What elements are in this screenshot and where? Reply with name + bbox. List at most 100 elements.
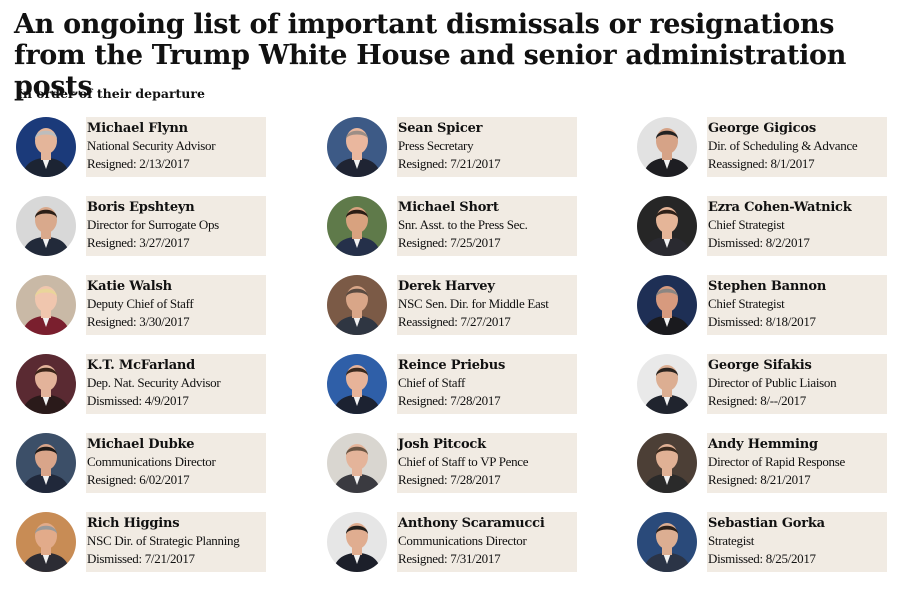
person-role: Chief Strategist [708,217,785,232]
page-subtitle: In order of their departure [17,86,205,101]
person-photo [637,433,697,493]
person-role: Director of Public Liaison [708,375,837,390]
person-role: Dep. Nat. Security Advisor [87,375,221,390]
person-info: George Sifakis Director of Public Liaison… [707,354,887,414]
person-info: Michael Flynn National Security Advisor Re… [86,117,266,177]
person-info: Ezra Cohen-Watnick Chief Strategist Dismis… [707,196,887,256]
person-photo [637,354,697,414]
person-role: Strategist [708,533,755,548]
person-name: K.T. McFarland [87,358,196,373]
person-name: Michael Short [398,200,499,215]
person-info: Sean Spicer Press Secretary Resigned: 7/21… [397,117,577,177]
person-role: NSC Sen. Dir. for Middle East [398,296,549,311]
person-info: Rich Higgins NSC Dir. of Strategic Planni… [86,512,266,572]
person-card: George Gigicos Dir. of Scheduling & Advan… [637,117,907,177]
person-card: George Sifakis Director of Public Liaison… [637,354,907,414]
person-photo [327,196,387,256]
person-name: Reince Priebus [398,358,506,373]
person-name: George Sifakis [708,358,812,373]
person-photo [16,354,76,414]
person-name: Derek Harvey [398,279,495,294]
person-name: Josh Pitcock [398,437,486,452]
person-info: K.T. McFarland Dep. Nat. Security Advisor… [86,354,266,414]
person-status: Dismissed: 8/18/2017 [708,314,816,329]
person-role: Director of Rapid Response [708,454,845,469]
person-name: Michael Flynn [87,121,188,136]
page-title: An ongoing list of important dismissals … [14,9,847,102]
person-status: Reassigned: 8/1/2017 [708,156,815,171]
person-role: Snr. Asst. to the Press Sec. [398,217,528,232]
person-photo [16,512,76,572]
person-photo [327,433,387,493]
person-photo [16,196,76,256]
person-status: Resigned: 8/21/2017 [708,472,811,487]
person-name: Michael Dubke [87,437,195,452]
person-card: Josh Pitcock Chief of Staff to VP Pence Re… [327,433,597,493]
person-photo [327,275,387,335]
person-card: Derek Harvey NSC Sen. Dir. for Middle Eas… [327,275,597,335]
person-role: Deputy Chief of Staff [87,296,194,311]
person-role: National Security Advisor [87,138,216,153]
person-info: Josh Pitcock Chief of Staff to VP Pence Re… [397,433,577,493]
person-role: Communications Director [87,454,216,469]
person-info: Katie Walsh Deputy Chief of Staff Resigned… [86,275,266,335]
person-name: Rich Higgins [87,516,180,531]
person-name: Boris Epshteyn [87,200,195,215]
person-card: Ezra Cohen-Watnick Chief Strategist Dismis… [637,196,907,256]
person-card: K.T. McFarland Dep. Nat. Security Advisor… [16,354,286,414]
person-status: Resigned: 3/30/2017 [87,314,190,329]
person-name: Andy Hemming [708,437,818,452]
person-name: Sean Spicer [398,121,483,136]
person-name: Stephen Bannon [708,279,827,294]
person-photo [637,196,697,256]
person-info: Michael Dubke Communications Director Resi… [86,433,266,493]
person-name: Sebastian Gorka [708,516,825,531]
person-photo [16,275,76,335]
person-status: Resigned: 6/02/2017 [87,472,190,487]
person-role: Director for Surrogate Ops [87,217,219,232]
person-info: Boris Epshteyn Director for Surrogate Ops… [86,196,266,256]
person-card: Andy Hemming Director of Rapid Response Re… [637,433,907,493]
person-name: Ezra Cohen-Watnick [708,200,852,215]
person-info: Andy Hemming Director of Rapid Response Re… [707,433,887,493]
person-card: Michael Dubke Communications Director Resi… [16,433,286,493]
person-card: Sebastian Gorka Strategist Dismissed: 8/25… [637,512,907,572]
person-photo [327,512,387,572]
person-status: Resigned: 7/28/2017 [398,472,501,487]
person-role: Communications Director [398,533,527,548]
person-status: Resigned: 7/21/2017 [398,156,501,171]
person-card: Katie Walsh Deputy Chief of Staff Resigned… [16,275,286,335]
person-status: Dismissed: 4/9/2017 [87,393,189,408]
person-status: Resigned: 8/--/2017 [708,393,806,408]
person-info: Anthony Scaramucci Communications Directo… [397,512,577,572]
person-info: Michael Short Snr. Asst. to the Press Sec… [397,196,577,256]
person-name: George Gigicos [708,121,816,136]
person-card: Sean Spicer Press Secretary Resigned: 7/21… [327,117,597,177]
person-photo [16,117,76,177]
departures-grid: Michael Flynn National Security Advisor Re… [16,117,896,587]
person-card: Boris Epshteyn Director for Surrogate Ops… [16,196,286,256]
person-card: Anthony Scaramucci Communications Directo… [327,512,597,572]
person-role: Dir. of Scheduling & Advance [708,138,858,153]
person-status: Dismissed: 8/2/2017 [708,235,810,250]
person-card: Michael Short Snr. Asst. to the Press Sec… [327,196,597,256]
person-role: Chief of Staff to VP Pence [398,454,529,469]
person-role: Press Secretary [398,138,474,153]
person-info: Derek Harvey NSC Sen. Dir. for Middle Eas… [397,275,577,335]
person-status: Dismissed: 7/21/2017 [87,551,195,566]
person-card: Rich Higgins NSC Dir. of Strategic Planni… [16,512,286,572]
person-role: Chief Strategist [708,296,785,311]
person-role: Chief of Staff [398,375,466,390]
person-photo [16,433,76,493]
person-status: Resigned: 7/28/2017 [398,393,501,408]
person-info: Sebastian Gorka Strategist Dismissed: 8/25… [707,512,887,572]
person-card: Michael Flynn National Security Advisor Re… [16,117,286,177]
person-photo [637,275,697,335]
person-photo [637,117,697,177]
person-photo [637,512,697,572]
person-photo [327,117,387,177]
person-status: Resigned: 7/31/2017 [398,551,501,566]
person-photo [327,354,387,414]
person-info: Stephen Bannon Chief Strategist Dismissed:… [707,275,887,335]
person-card: Reince Priebus Chief of Staff Resigned: 7/… [327,354,597,414]
